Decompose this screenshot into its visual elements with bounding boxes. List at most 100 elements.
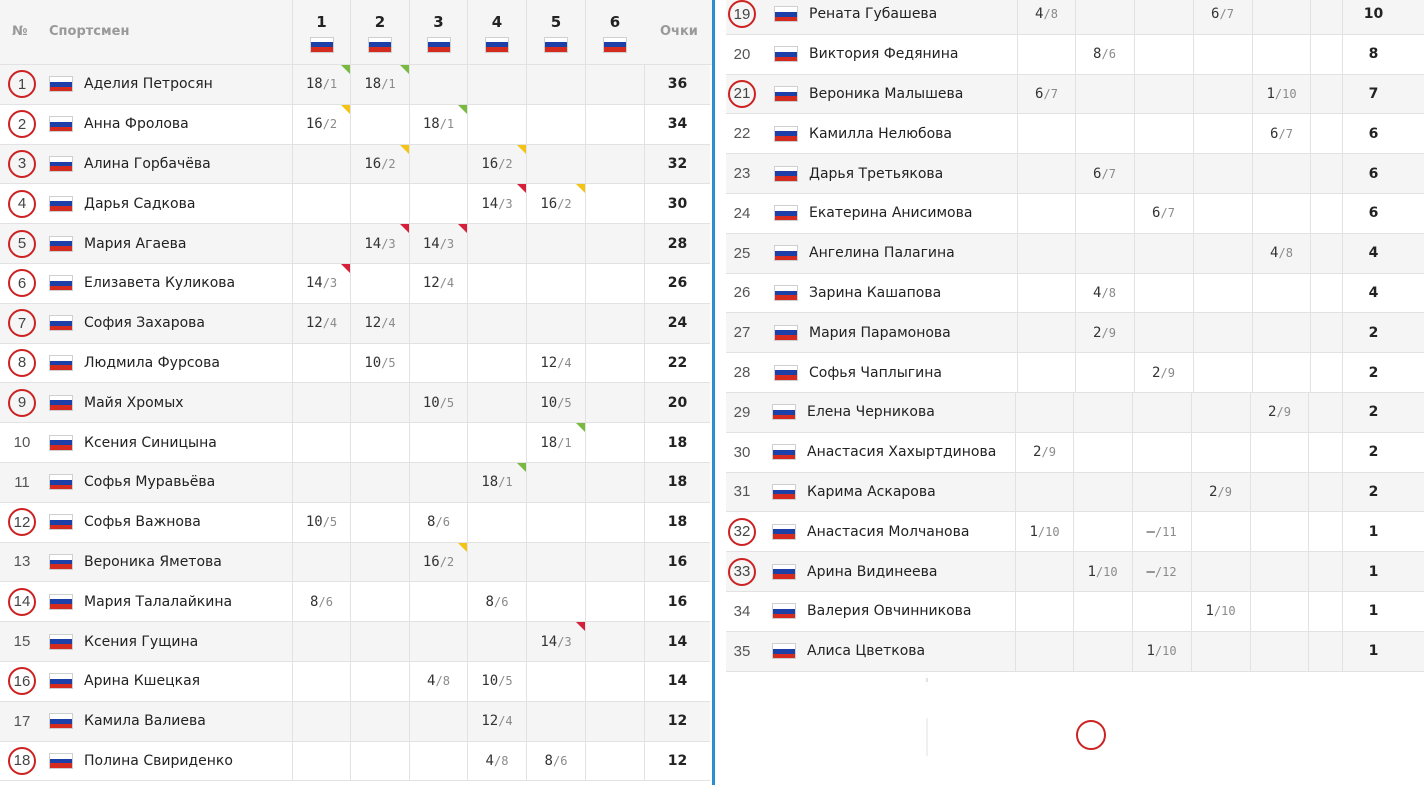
- result-position: /7: [1043, 86, 1058, 101]
- result-cell-stage-1: 16/2: [292, 104, 350, 144]
- points-cell: 28: [644, 224, 710, 263]
- result-place: 12: [422, 275, 440, 292]
- result-position: /7: [1160, 206, 1175, 221]
- result-cell-stage-2: [350, 423, 409, 462]
- russia-flag-icon: [49, 434, 73, 451]
- medal-corner-red: [400, 224, 409, 234]
- rank-cell: 34: [726, 592, 758, 631]
- russia-flag-icon: [368, 36, 392, 53]
- result-position: /9: [1217, 484, 1232, 499]
- result-cell-stage-4: [1193, 74, 1251, 114]
- points-cell: 22: [644, 343, 710, 383]
- result-cell-stage-2: [1075, 194, 1133, 233]
- flag-cell: [49, 622, 73, 661]
- result-cell-stage-5: [526, 104, 585, 144]
- result-cell-stage-5: [526, 303, 585, 343]
- result-place: 14: [481, 195, 499, 212]
- table-row: 10 Ксения Синицына 18/1 18: [0, 423, 710, 463]
- flag-cell: [49, 184, 73, 223]
- russia-flag-icon: [49, 76, 73, 93]
- result-cell-stage-6: [1310, 273, 1368, 313]
- rank-cell: 15: [6, 622, 38, 661]
- russia-flag-icon: [603, 36, 627, 53]
- result-cell-stage-5: 16/2: [526, 184, 585, 224]
- russia-flag-icon: [774, 165, 798, 182]
- athlete-name: Рената Губашева: [809, 6, 938, 23]
- result-cell-stage-1: [1015, 592, 1073, 631]
- result-cell-stage-6: [585, 224, 644, 263]
- flag-cell: [774, 274, 798, 313]
- result-position: /4: [557, 355, 572, 370]
- result-cell-stage-1: 2/9: [1015, 432, 1073, 472]
- result-cell-stage-1: [292, 741, 350, 781]
- rank-cell: 10: [6, 423, 38, 462]
- flag-cell: [774, 234, 798, 273]
- flag-cell: [772, 473, 796, 512]
- result-cell-stage-1: [292, 701, 350, 741]
- table-row: 4 Дарья Садкова 14/3 16/2 30: [0, 184, 710, 225]
- result-cell-stage-2: [350, 463, 409, 502]
- table-row: 33 Арина Видинеева 1/10–/12 1: [726, 552, 1424, 592]
- flag-cell: [49, 702, 73, 741]
- flag-cell: [49, 463, 73, 502]
- table-row: 30 Анастасия Хахыртдинова 2/9 2: [726, 432, 1424, 473]
- result-place: 6: [1270, 125, 1279, 142]
- flag-cell: [774, 35, 798, 74]
- result-cell-stage-4: [1193, 114, 1251, 154]
- table-row: 35 Алиса Цветкова 1/10 1: [726, 631, 1424, 672]
- result-cell-stage-2: [350, 582, 409, 622]
- table-row: 12 Софья Важнова 10/5 8/6 18: [0, 502, 710, 543]
- result-cell-stage-4: [1193, 34, 1251, 74]
- flag-cell: [49, 543, 73, 582]
- rank-number: 15: [13, 633, 31, 651]
- result-cell-stage-2: [350, 264, 409, 303]
- athlete-name: Ксения Гущина: [84, 633, 199, 650]
- result-cell-stage-2: 8/6: [1075, 34, 1133, 74]
- result-cell-stage-6: [585, 383, 644, 423]
- table-row: 26 Зарина Кашапова 4/8 4: [726, 273, 1424, 314]
- flag-cell: [49, 503, 73, 542]
- result-place: 6: [1211, 6, 1220, 23]
- result-cell-stage-3: [409, 144, 467, 184]
- result-cell-stage-6: [1310, 34, 1368, 74]
- result-cell-stage-6: [1310, 154, 1368, 193]
- result-cell-stage-4: [467, 264, 526, 303]
- table-row: 3 Алина Горбачёва 16/2 16/2 32: [0, 144, 710, 185]
- result-cell-stage-6: [1310, 353, 1368, 392]
- result-position: /3: [557, 634, 572, 649]
- result-cell-stage-2: 14/3: [350, 224, 409, 263]
- result-cell-stage-4: [467, 383, 526, 423]
- flag-cell: [49, 304, 73, 343]
- result-cell-stage-6: [585, 65, 644, 104]
- result-cell-stage-1: [1015, 472, 1073, 512]
- medal-corner-green: [458, 104, 467, 114]
- result-cell-stage-3: 8/6: [409, 502, 467, 542]
- medal-corner-yellow: [517, 144, 526, 154]
- result-place: 2: [1033, 444, 1042, 461]
- athlete-name: Дарья Третьякова: [809, 165, 944, 182]
- result-place: 6: [1093, 165, 1102, 182]
- result-position: /9: [1101, 325, 1116, 340]
- flag-cell: [49, 742, 73, 781]
- result-position: /7: [1219, 7, 1234, 22]
- result-position: /6: [1101, 47, 1116, 62]
- rank-number: 20: [733, 45, 751, 63]
- points-cell: 6: [1342, 154, 1404, 193]
- rank-cell: 29: [726, 393, 758, 432]
- result-cell-stage-5: [1252, 0, 1310, 34]
- points-cell: 6: [1342, 194, 1404, 233]
- result-cell-stage-1: [1017, 154, 1075, 193]
- result-cell-stage-1: [292, 144, 350, 184]
- result-cell-stage-1: [1017, 194, 1075, 233]
- rank-cell: 24: [726, 194, 758, 233]
- athlete-column-header: Спортсмен: [49, 24, 130, 39]
- result-cell-stage-3: [409, 741, 467, 781]
- result-place: 16: [305, 116, 323, 133]
- athlete-name: Вероника Малышева: [809, 85, 964, 102]
- result-cell-stage-6: [1308, 472, 1366, 512]
- result-cell-stage-4: 8/6: [467, 582, 526, 622]
- athlete-name: Зарина Кашапова: [809, 284, 942, 301]
- russia-flag-icon: [49, 195, 73, 212]
- points-cell: 20: [644, 383, 710, 423]
- medal-corner-red: [458, 224, 467, 234]
